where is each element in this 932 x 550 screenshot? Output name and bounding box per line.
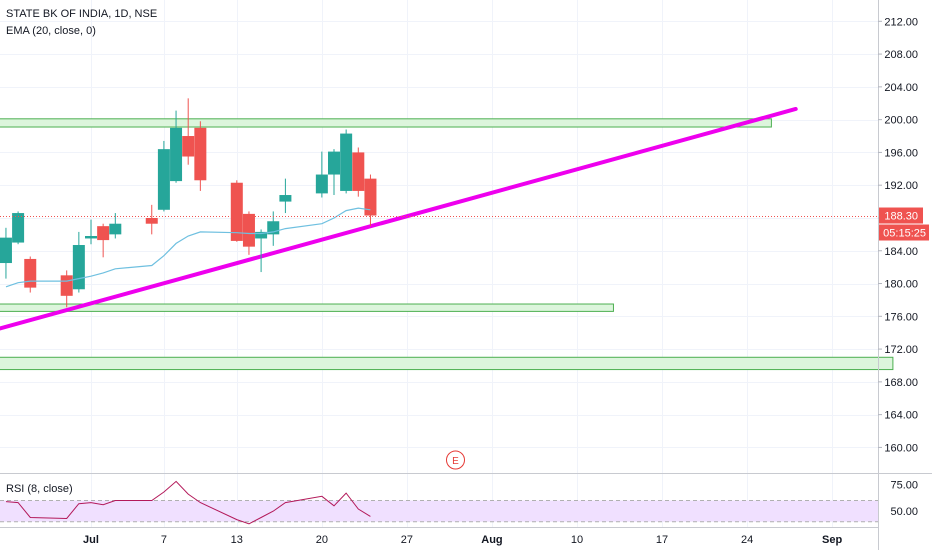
time-tick-label: 10 <box>571 534 583 546</box>
rsi-band <box>0 500 878 522</box>
candle-body <box>328 151 340 175</box>
rsi-tick-label: 75.00 <box>890 480 918 492</box>
time-tick-label: 27 <box>401 534 413 546</box>
trendline[interactable] <box>0 106 798 334</box>
candle-body <box>145 217 158 224</box>
price-zone[interactable] <box>0 356 894 371</box>
price-tick-label: 168.00 <box>884 377 918 389</box>
time-tick-label: 24 <box>741 534 753 546</box>
price-tick-label: 200.00 <box>884 115 918 127</box>
candle[interactable] <box>352 147 365 197</box>
last-price-value: 188.30 <box>884 211 918 223</box>
candle-body <box>60 275 73 296</box>
earnings-icon[interactable] <box>446 450 465 470</box>
price-tick-label: 208.00 <box>884 49 918 61</box>
candle-body <box>72 245 85 290</box>
candle[interactable] <box>279 178 292 214</box>
time-tick-label: Sep <box>822 534 842 546</box>
ema-line <box>5 207 371 288</box>
candle[interactable] <box>145 204 158 235</box>
candle-body <box>315 174 328 194</box>
earnings-glyph: E <box>452 456 459 467</box>
price-tick-label: 196.00 <box>884 147 918 159</box>
candle-body <box>279 195 292 202</box>
time-axis[interactable]: Jul 7 13 20 27 Aug 10 17 24 Sep <box>83 534 842 546</box>
candle[interactable] <box>255 229 268 273</box>
price-tick-label: 180.00 <box>884 279 918 291</box>
trendline-layer[interactable] <box>0 106 798 334</box>
support-resistance-zones[interactable] <box>0 118 894 371</box>
price-tick-label: 176.00 <box>884 311 918 323</box>
rsi-axis[interactable]: 75.00 50.00 <box>890 480 918 518</box>
candle-body <box>352 152 365 191</box>
candle-body <box>0 237 12 264</box>
time-tick-label: 7 <box>161 534 167 546</box>
rsi-panel <box>0 480 878 525</box>
ema-layer <box>5 207 371 288</box>
time-tick-label: 20 <box>316 534 328 546</box>
candle[interactable] <box>157 140 170 212</box>
rsi-tick-label: 50.00 <box>890 506 918 518</box>
price-tick-label: 192.00 <box>884 180 918 192</box>
candle[interactable] <box>364 174 377 227</box>
candle-body <box>242 213 255 247</box>
candle[interactable] <box>97 223 110 258</box>
candle-body <box>109 223 122 235</box>
ema-legend[interactable]: EMA (20, close, 0) <box>6 25 96 37</box>
candle-body <box>85 236 97 239</box>
rsi-line <box>5 480 371 525</box>
candle[interactable] <box>60 270 73 308</box>
countdown-badge <box>879 224 929 241</box>
candle[interactable] <box>328 149 340 196</box>
price-tick-label: 212.00 <box>884 16 918 28</box>
last-price-badge <box>879 207 923 224</box>
candle[interactable] <box>109 213 122 239</box>
candle[interactable] <box>315 151 328 198</box>
symbol-title[interactable]: STATE BK OF INDIA, 1D, NSE <box>6 8 157 20</box>
candle-body <box>230 182 243 241</box>
candle-body <box>157 149 170 210</box>
price-tick-label: 160.00 <box>884 442 918 454</box>
rsi-legend[interactable]: RSI (8, close) <box>6 483 73 495</box>
plot-background <box>0 0 878 550</box>
bar-countdown: 05:15:25 <box>883 228 926 240</box>
grid-lines <box>0 0 878 527</box>
price-axis[interactable]: 212.00 208.00 204.00 200.00 196.00 192.00 188.… <box>878 16 918 454</box>
price-tick-label: 164.00 <box>884 410 918 422</box>
candle[interactable] <box>0 227 12 279</box>
candle-body <box>97 226 110 241</box>
candle-body <box>194 127 207 181</box>
candle-body <box>182 136 195 157</box>
candle-body <box>12 213 25 243</box>
candle[interactable] <box>340 129 353 194</box>
candle[interactable] <box>182 98 195 165</box>
price-tick-label: 204.00 <box>884 82 918 94</box>
candle[interactable] <box>85 219 97 245</box>
price-zone[interactable] <box>0 303 614 312</box>
candle[interactable] <box>230 180 243 242</box>
time-tick-label: Jul <box>83 534 99 546</box>
candle-body <box>24 258 37 288</box>
candle[interactable] <box>170 110 183 183</box>
price-tick-label: 184.00 <box>884 246 918 258</box>
candle[interactable] <box>24 256 37 293</box>
time-tick-label: 13 <box>231 534 243 546</box>
price-tick-label: 172.00 <box>884 344 918 356</box>
earnings-marker[interactable]: E <box>446 450 465 470</box>
price-badges: 188.30 05:15:25 <box>879 207 929 241</box>
candle-body <box>364 178 377 216</box>
candle-body <box>170 127 183 182</box>
time-tick-label: 17 <box>656 534 668 546</box>
candle[interactable] <box>194 121 207 191</box>
candle-body <box>340 133 353 191</box>
time-tick-label: Aug <box>481 534 502 546</box>
candle-body <box>255 231 268 239</box>
price-zone[interactable] <box>0 118 772 128</box>
